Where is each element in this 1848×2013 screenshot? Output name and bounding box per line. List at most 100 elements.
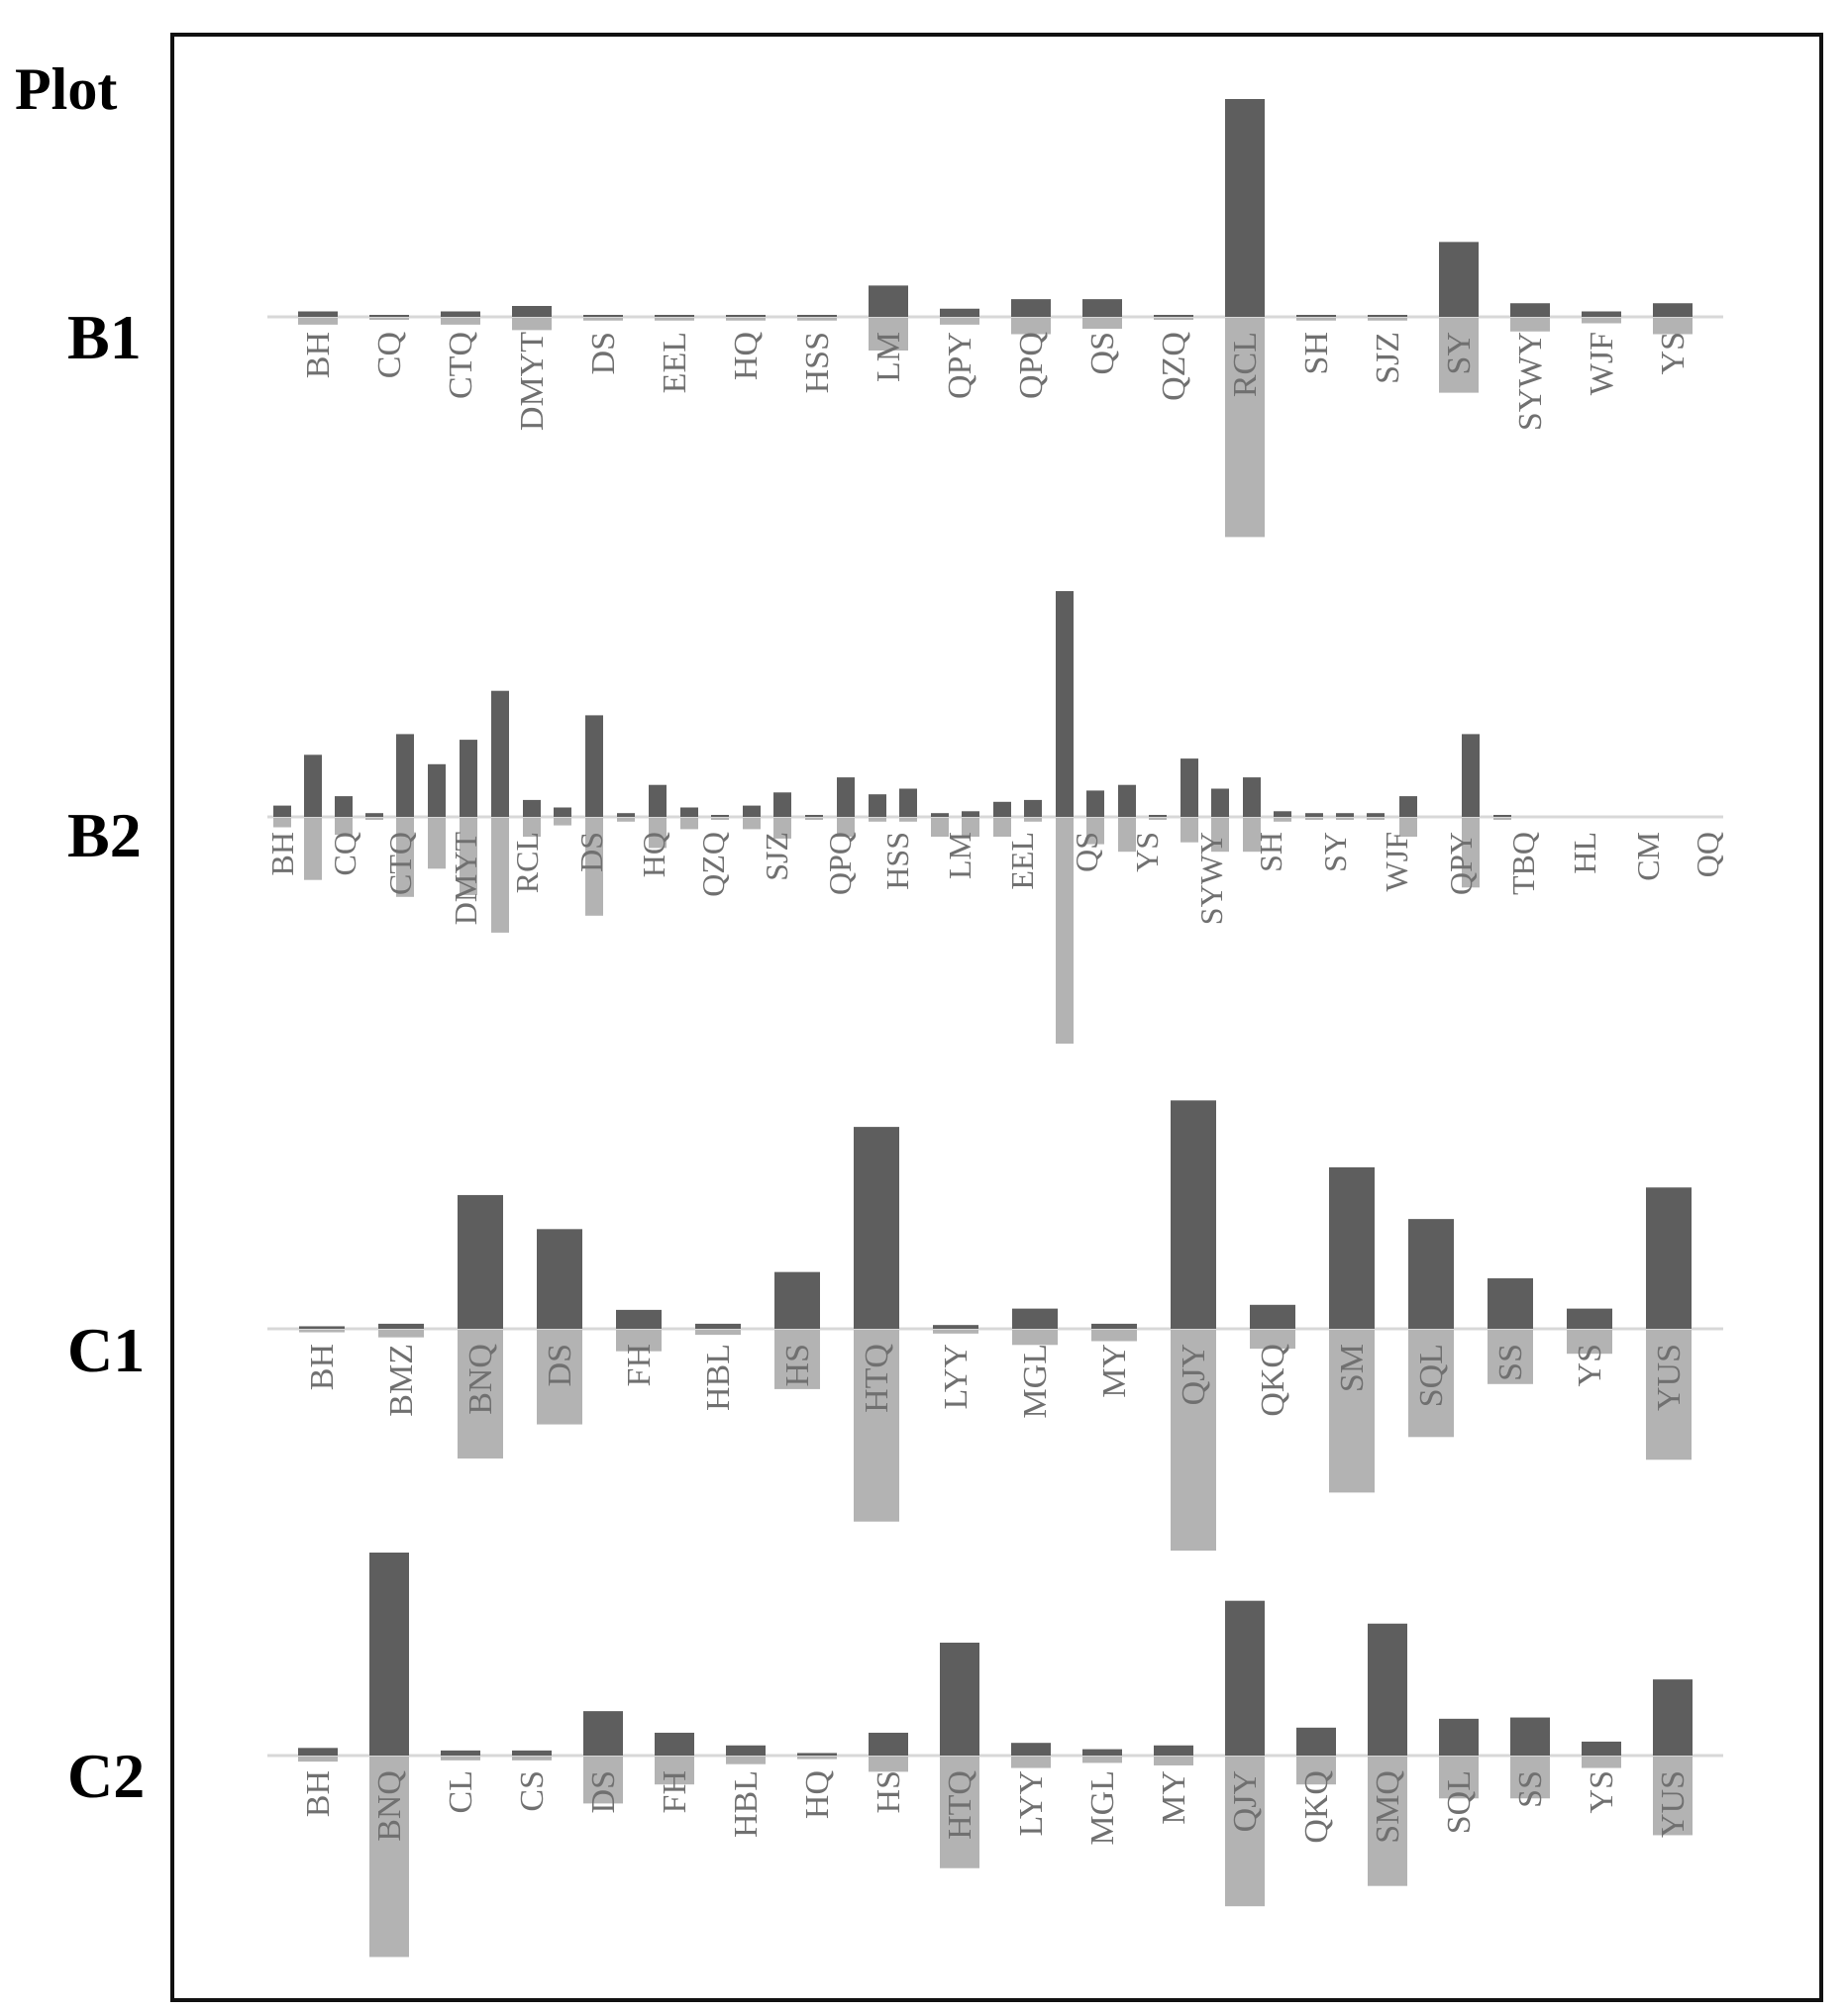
bar-lower xyxy=(837,818,855,837)
bar-lower xyxy=(428,818,446,869)
bar-upper xyxy=(583,315,623,317)
category-tick-label: YS xyxy=(1584,1770,1620,1813)
bar-upper xyxy=(680,807,698,817)
category-tick-label: YUS xyxy=(1651,1344,1688,1411)
bar-lower xyxy=(369,318,409,320)
bar-upper xyxy=(1462,734,1480,817)
bar-lower xyxy=(649,818,667,849)
category-tick-label: MY xyxy=(1096,1344,1133,1398)
bar-lower xyxy=(1439,1757,1479,1799)
category-tick-label: LM xyxy=(871,332,907,382)
category-tick-label: QPY xyxy=(1443,832,1479,895)
bar-upper xyxy=(298,1748,338,1756)
category-tick-label: HTQ xyxy=(942,1770,978,1840)
category-tick-label: SM xyxy=(1334,1344,1371,1392)
bar-upper xyxy=(512,1750,552,1756)
bar-lower xyxy=(1171,1330,1216,1551)
bar-lower xyxy=(298,1757,338,1762)
category-tick-label: YS xyxy=(1655,332,1692,374)
bar-lower xyxy=(962,818,979,837)
category-tick-label: CS xyxy=(514,1770,551,1812)
bar-lower xyxy=(1582,318,1621,324)
category-tick-label: EEL xyxy=(1004,832,1040,890)
bar-upper xyxy=(1082,299,1122,317)
category-tick-label: TBQ xyxy=(1505,832,1541,895)
category-tick-label: LYY xyxy=(1013,1770,1050,1836)
category-tick-label: CTQ xyxy=(443,332,479,399)
category-tick-label: BH xyxy=(264,832,300,875)
bar-upper xyxy=(1225,1600,1265,1756)
bar-upper xyxy=(1091,1323,1137,1329)
panel-c1: C1 BH BMZ BNQ DS FH HBL HS HTQ LYY MGL MY QJY QKQ SM SQ… xyxy=(67,1100,1723,1551)
bar-upper xyxy=(774,1271,820,1329)
bar-upper xyxy=(1012,1308,1058,1329)
bar-upper xyxy=(1510,303,1550,317)
bar-upper xyxy=(1567,1308,1612,1329)
bar-upper xyxy=(1439,1718,1479,1756)
category-tick-label: RCL xyxy=(509,832,545,893)
bar-upper xyxy=(1399,796,1417,817)
bar-lower xyxy=(298,318,338,325)
bar-upper xyxy=(869,1732,908,1756)
category-tick-label: WJF xyxy=(1379,832,1414,891)
category-tick-label: SS xyxy=(1492,1344,1529,1381)
bar-lower xyxy=(512,318,552,331)
bar-upper xyxy=(1305,813,1323,817)
bar-upper xyxy=(1653,303,1693,317)
bar-lower xyxy=(743,818,761,830)
bar-lower xyxy=(1510,318,1550,332)
bar-lower xyxy=(1646,1330,1692,1460)
bar-upper xyxy=(441,1750,480,1756)
panel-b1: B1 BH CQ CTQ DMYT DS EEL HQ HSS LM QPY QPQ QS QZQ RCL S… xyxy=(67,99,1723,538)
bar-lower xyxy=(1243,818,1261,853)
category-tick-label: RCL xyxy=(1227,332,1264,397)
bar-upper xyxy=(585,715,603,817)
bar-upper xyxy=(962,811,979,817)
bar-upper xyxy=(940,1642,979,1756)
bar-lower xyxy=(680,818,698,830)
category-tick-label: CM xyxy=(1630,832,1666,881)
bar-lower xyxy=(1024,818,1042,822)
bar-lower xyxy=(1154,318,1193,320)
category-tick-label: SS xyxy=(1512,1770,1549,1808)
category-tick-label: HBL xyxy=(728,1770,765,1838)
bar-lower xyxy=(1305,818,1323,820)
bar-lower xyxy=(797,318,837,321)
category-tick-label: SJZ xyxy=(759,832,794,881)
bar-upper xyxy=(655,1732,694,1756)
category-tick-label: HS xyxy=(779,1344,816,1386)
bar-lower xyxy=(369,1757,409,1958)
bar-upper xyxy=(869,794,886,817)
bar-upper xyxy=(1225,99,1265,317)
bar-upper xyxy=(1056,591,1074,817)
category-tick-label: HS xyxy=(871,1770,907,1813)
bar-lower xyxy=(441,1757,480,1761)
bar-lower xyxy=(585,818,603,916)
bar-lower xyxy=(1336,818,1354,820)
bar-upper xyxy=(512,306,552,317)
bar-lower xyxy=(523,818,541,837)
bar-upper xyxy=(869,285,908,317)
bar-lower xyxy=(583,318,623,321)
panel-c2: C2 BH BNQ CL CS DS FH HBL HQ HS HTQ LYY MGL MY QJY QKQ S… xyxy=(67,1553,1723,1958)
bar-upper xyxy=(1024,799,1042,817)
category-tick-label: HQ xyxy=(636,832,671,877)
category-tick-label: SMQ xyxy=(1370,1770,1406,1844)
bar-lower xyxy=(931,818,949,837)
bar-lower xyxy=(304,818,322,880)
category-tick-label: BNQ xyxy=(462,1344,499,1415)
bar-lower xyxy=(1225,1757,1265,1907)
bar-upper xyxy=(1274,811,1291,817)
bar-lower xyxy=(396,818,414,897)
bar-upper xyxy=(1493,815,1511,817)
bar-lower xyxy=(554,818,571,826)
bar-lower xyxy=(1408,1330,1454,1438)
bar-lower xyxy=(655,1757,694,1785)
category-tick-label: WJF xyxy=(1584,332,1620,395)
bar-lower xyxy=(617,818,635,822)
bar-lower xyxy=(458,1330,503,1459)
bar-lower xyxy=(869,318,908,351)
category-tick-label: LYY xyxy=(938,1344,975,1409)
bar-upper xyxy=(378,1323,424,1329)
bar-upper xyxy=(617,813,635,817)
